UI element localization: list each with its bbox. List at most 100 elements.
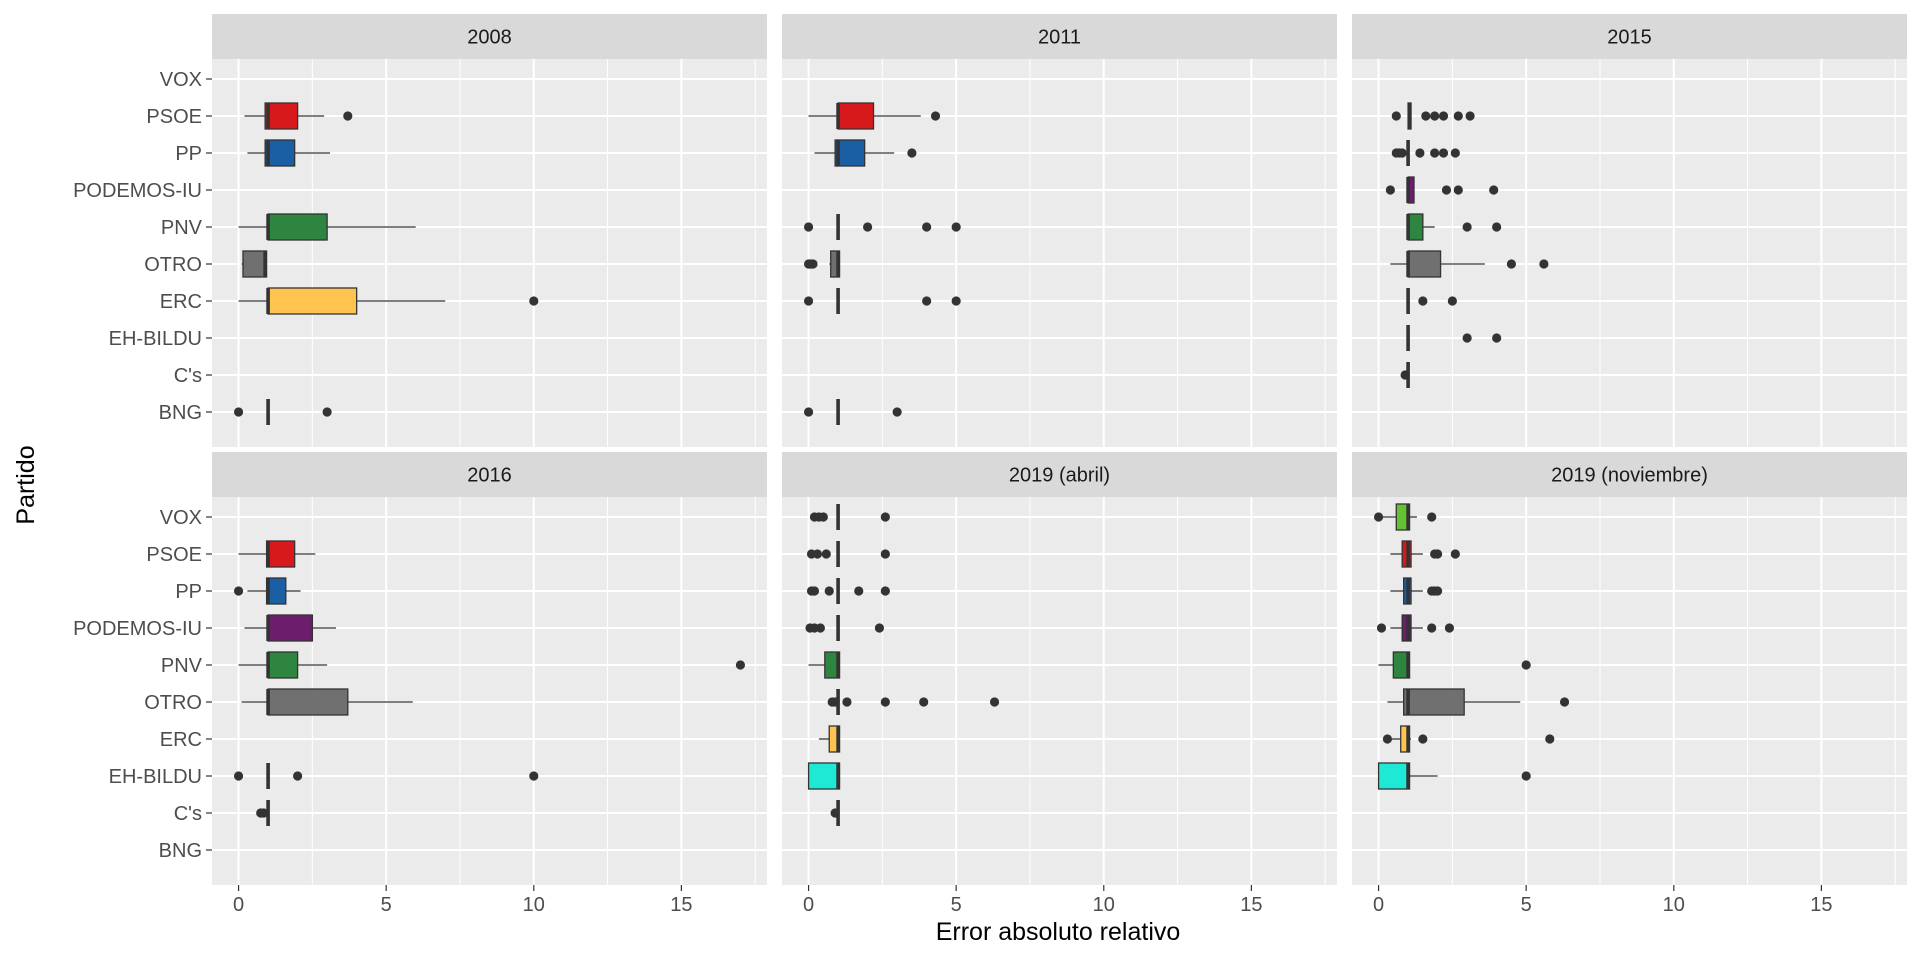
box-eh-bildu — [233, 763, 539, 789]
outlier-point — [1447, 296, 1457, 306]
box-psoe — [1390, 540, 1460, 568]
box-body — [267, 614, 314, 642]
panel-2011: 2011 — [782, 14, 1337, 447]
box-body — [264, 102, 299, 130]
outlier-point — [529, 771, 539, 781]
x-tick-label: 0 — [233, 894, 244, 916]
box-body — [267, 213, 328, 241]
box-body — [837, 102, 875, 130]
x-tick-label: 10 — [1093, 894, 1115, 916]
outlier-point — [907, 148, 917, 158]
y-tick-label: PP — [175, 143, 202, 165]
outlier-point — [1430, 148, 1440, 158]
outlier-point — [989, 697, 1000, 707]
outlier-point — [880, 512, 890, 522]
box-pnv — [803, 214, 961, 240]
y-tick-label: PSOE — [146, 106, 202, 128]
outlier-point — [1397, 148, 1407, 158]
outlier-point — [1539, 259, 1549, 269]
box-psoe — [806, 541, 890, 567]
outlier-point — [1506, 259, 1517, 269]
box-pnv — [1406, 213, 1502, 241]
outlier-point — [1521, 771, 1531, 781]
outlier-point — [951, 296, 961, 306]
outlier-point — [842, 697, 852, 707]
outlier-point — [821, 549, 831, 559]
panel-2019-noviembre: 2019 (noviembre) 0 5 10 15 — [1352, 452, 1907, 916]
outlier-point — [880, 549, 890, 559]
outlier-point — [1462, 333, 1472, 343]
outlier-point — [343, 111, 353, 121]
outlier-point — [1433, 549, 1443, 559]
box-body — [265, 540, 296, 568]
outlier-point — [1433, 586, 1443, 596]
y-tick-label: ERC — [160, 291, 202, 313]
box-body — [267, 287, 358, 315]
box-pp — [814, 139, 917, 167]
outlier-point — [818, 512, 828, 522]
y-tick-label: C's — [174, 803, 202, 825]
outlier-point — [809, 586, 820, 596]
outlier-point — [951, 222, 961, 232]
box-podemos-iu — [805, 615, 885, 641]
outlier-point — [830, 808, 840, 818]
outlier-point — [1492, 222, 1502, 232]
outlier-point — [1430, 111, 1440, 121]
box-body — [264, 139, 296, 167]
box-otro — [241, 250, 268, 278]
box-eh-bildu — [1406, 325, 1502, 351]
outlier-point — [1427, 623, 1437, 633]
box-pnv — [1378, 651, 1531, 679]
box-body — [807, 762, 841, 790]
outlier-point — [874, 623, 885, 633]
x-tick-label: 5 — [951, 894, 962, 916]
box-vox — [809, 504, 890, 530]
y-tick-label: EH-BILDU — [109, 328, 202, 350]
box-bng — [803, 399, 902, 425]
outlier-point — [854, 586, 864, 596]
outlier-point — [892, 407, 902, 417]
x-tick-label: 0 — [803, 894, 814, 916]
outlier-point — [803, 407, 814, 417]
box-otro — [241, 688, 413, 716]
outlier-point — [1391, 111, 1401, 121]
box-eh-bildu — [1377, 762, 1531, 790]
outlier-point — [812, 549, 823, 559]
outlier-point — [529, 296, 539, 306]
box-body — [1407, 250, 1442, 278]
box-pp — [1390, 577, 1443, 605]
outlier-point — [1415, 148, 1425, 158]
box-pnv — [238, 651, 746, 679]
x-tick-label: 15 — [670, 894, 692, 916]
panel-strip-label: 2011 — [1038, 27, 1081, 49]
x-tick-label: 15 — [1240, 894, 1262, 916]
y-axis-title: Partido — [12, 445, 40, 524]
box-psoe — [808, 102, 941, 130]
y-tick-label: PP — [175, 581, 202, 603]
panel-strip-label: 2019 (abril) — [1009, 465, 1110, 487]
box-c-s — [830, 800, 840, 826]
outlier-point — [1400, 370, 1410, 380]
y-tick-label: OTRO — [144, 692, 202, 714]
outlier-point — [824, 586, 834, 596]
box-c-s — [256, 800, 270, 826]
outlier-point — [803, 222, 814, 232]
box-otro — [827, 689, 1000, 715]
panel-background — [212, 59, 767, 447]
box-eh-bildu — [807, 762, 841, 790]
outlier-point — [1444, 623, 1455, 633]
panel-strip-label: 2019 (noviembre) — [1551, 465, 1708, 487]
y-tick-label: EH-BILDU — [109, 766, 202, 788]
panel-strip-label: 2015 — [1607, 27, 1652, 49]
outlier-point — [233, 407, 244, 417]
outlier-point — [830, 697, 840, 707]
box-body — [1377, 762, 1411, 790]
box-erc — [1406, 288, 1457, 314]
box-body — [267, 688, 349, 716]
outlier-point — [1450, 549, 1460, 559]
outlier-point — [259, 808, 269, 818]
outlier-point — [1421, 111, 1431, 121]
y-tick-label: VOX — [160, 507, 202, 529]
outlier-point — [930, 111, 941, 121]
panel-strip — [782, 452, 1337, 497]
